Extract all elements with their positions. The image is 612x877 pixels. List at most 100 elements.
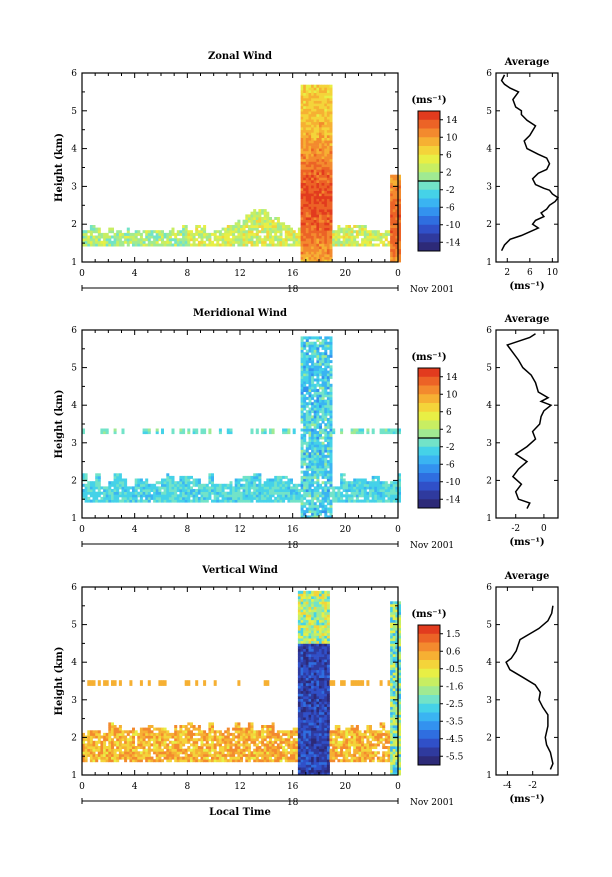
heatmap-cell: [264, 749, 267, 752]
colorbar-band: [418, 412, 440, 421]
heatmap-cell: [311, 204, 314, 207]
heatmap-cell: [164, 241, 167, 244]
heatmap-cell: [129, 233, 132, 236]
heatmap-cell: [269, 743, 272, 746]
heatmap-cell: [298, 722, 301, 725]
heatmap-cell: [303, 386, 306, 389]
heatmap-cell: [285, 238, 288, 241]
heatmap-cell: [264, 241, 267, 244]
heatmap-cell: [316, 204, 319, 207]
heatmap-cell: [224, 241, 227, 244]
heatmap-cell: [314, 494, 317, 497]
heatmap-cell: [327, 357, 330, 360]
heatmap-cell: [195, 728, 198, 731]
heatmap-cell: [393, 225, 396, 228]
heatmap-cell: [309, 204, 312, 207]
heatmap-cell: [324, 106, 327, 109]
heatmap-cell: [93, 225, 96, 228]
heatmap-cell: [264, 680, 267, 683]
heatmap-cell: [116, 484, 119, 487]
heatmap-cell: [214, 754, 217, 757]
heatmap-cell: [322, 450, 325, 453]
heatmap-cell: [264, 222, 267, 225]
heatmap-cell: [156, 754, 159, 757]
heatmap-cell: [227, 236, 230, 239]
heatmap-cell: [327, 444, 330, 447]
heatmap-cell: [351, 484, 354, 487]
heatmap-cell: [280, 228, 283, 231]
heatmap-cell: [227, 738, 230, 741]
heatmap-cell: [306, 672, 309, 675]
heatmap-cell: [140, 743, 143, 746]
heatmap-cell: [248, 233, 251, 236]
heatmap-cell: [269, 759, 272, 762]
heatmap-cell: [356, 484, 359, 487]
heatmap-cell: [298, 696, 301, 699]
heatmap-cell: [303, 98, 306, 101]
heatmap-cell: [193, 738, 196, 741]
heatmap-cell: [314, 164, 317, 167]
heatmap-cell: [166, 481, 169, 484]
heatmap-cell: [266, 751, 269, 754]
heatmap-cell: [306, 350, 309, 353]
heatmap-cell: [158, 759, 161, 762]
heatmap-cell: [301, 408, 304, 411]
heatmap-cell: [316, 373, 319, 376]
heatmap-cell: [140, 733, 143, 736]
heatmap-cell: [129, 736, 132, 739]
heatmap-cell: [319, 122, 322, 125]
heatmap-cell: [214, 733, 217, 736]
heatmap-cell: [119, 728, 122, 731]
heatmap-cell: [258, 212, 261, 215]
heatmap-cell: [140, 489, 143, 492]
heatmap-cell: [303, 591, 306, 594]
heatmap-cell: [303, 405, 306, 408]
heatmap-cell: [100, 757, 103, 760]
heatmap-cell: [195, 429, 198, 432]
heatmap-cell: [243, 225, 246, 228]
heatmap-cell: [129, 683, 132, 686]
heatmap-cell: [322, 169, 325, 172]
heatmap-cell: [287, 228, 290, 231]
heatmap-cell: [211, 244, 214, 247]
heatmap-cell: [237, 484, 240, 487]
heatmap-cell: [309, 688, 312, 691]
heatmap-cell: [227, 751, 230, 754]
heatmap-cell: [274, 222, 277, 225]
heatmap-cell: [366, 500, 369, 503]
heatmap-cell: [359, 233, 362, 236]
heatmap-cell: [243, 743, 246, 746]
heatmap-cell: [164, 738, 167, 741]
profile-x-tick-label: 2: [504, 268, 510, 278]
heatmap-cell: [372, 429, 375, 432]
heatmap-cell: [132, 749, 135, 752]
heatmap-cell: [132, 500, 135, 503]
heatmap-cell: [327, 254, 330, 257]
heatmap-cell: [290, 494, 293, 497]
heatmap-cell: [330, 394, 333, 397]
heatmap-cell: [119, 238, 122, 241]
heatmap-cell: [251, 220, 254, 223]
heatmap-cell: [116, 754, 119, 757]
heatmap-cell: [145, 489, 148, 492]
heatmap-cell: [251, 500, 254, 503]
heatmap-cell: [309, 701, 312, 704]
heatmap-cell: [201, 486, 204, 489]
heatmap-cell: [303, 368, 306, 371]
heatmap-cell: [132, 728, 135, 731]
heatmap-cell: [353, 241, 356, 244]
heatmap-cell: [306, 620, 309, 623]
heatmap-cell: [316, 400, 319, 403]
heatmap-cell: [106, 749, 109, 752]
heatmap-cell: [277, 217, 280, 220]
heatmap-cell: [361, 241, 364, 244]
heatmap-cell: [264, 494, 267, 497]
heatmap-cell: [98, 741, 101, 744]
heatmap-cell: [306, 98, 309, 101]
heatmap-cell: [243, 233, 246, 236]
heatmap-cell: [303, 371, 306, 374]
heatmap-cell: [311, 473, 314, 476]
heatmap-cell: [303, 749, 306, 752]
heatmap-cell: [311, 442, 314, 445]
